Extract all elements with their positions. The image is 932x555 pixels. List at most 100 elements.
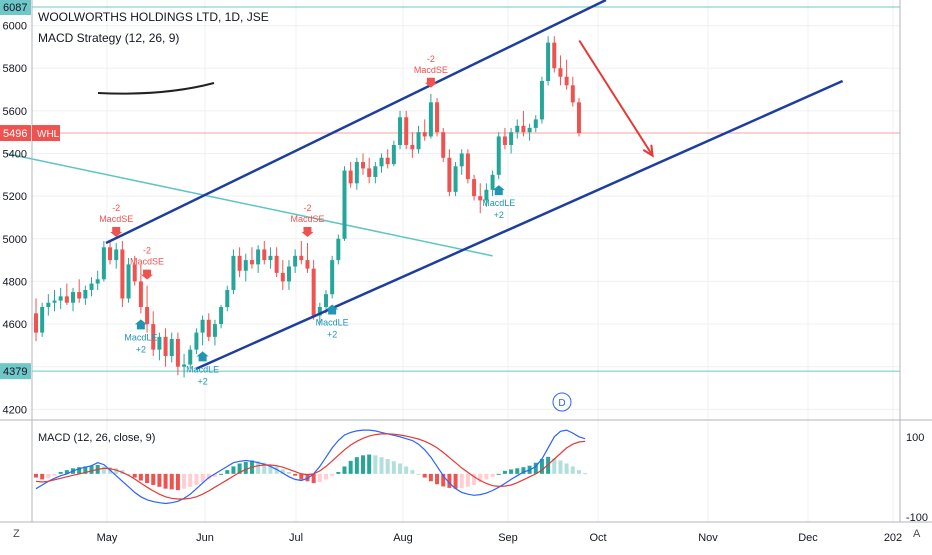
candle-body [379, 157, 384, 167]
price-tick-label: 4600 [3, 319, 27, 331]
candle-body [509, 132, 514, 145]
macd-histogram-bar [416, 473, 421, 475]
macd-histogram-bar [77, 467, 82, 474]
candle-body [502, 136, 507, 145]
teal-trendline-layer [5, 152, 493, 257]
candle-body [404, 117, 409, 145]
macd-histogram-bar [459, 473, 464, 488]
macd-pane-title[interactable]: MACD (12, 26, close, 9) [38, 432, 156, 444]
price-tick-label: 6000 [3, 21, 27, 33]
macd-histogram-bar [101, 466, 106, 474]
candle-body [441, 132, 446, 158]
price-tick-label: 5400 [3, 149, 27, 161]
dividend-marker-label: D [558, 398, 565, 409]
price-tick-label: 4800 [3, 276, 27, 288]
macd-histogram-bar [268, 464, 273, 474]
macd-histogram-bar [509, 469, 514, 474]
macd-histogram-bar [40, 473, 45, 480]
macd-histogram-bar [539, 459, 544, 474]
macd-histogram-bar [262, 462, 267, 474]
macd-histogram-bar [453, 473, 458, 489]
long-signal-label: MacdLE [482, 198, 515, 208]
time-tick-label: Jun [196, 532, 214, 544]
candle-body [256, 249, 261, 265]
candle-body [237, 255, 242, 271]
macd-histogram-bar [404, 466, 409, 474]
macd-histogram-bar [570, 466, 575, 474]
candle-body [40, 307, 45, 333]
macd-histogram-bar [336, 472, 341, 474]
macd-histogram-bar [293, 473, 298, 476]
macd-histogram-bar [422, 473, 427, 478]
candle-body [175, 338, 180, 367]
candle-body [323, 294, 328, 308]
macd-histogram-bar [305, 473, 310, 482]
macd-histogram-bar [175, 473, 180, 491]
candle-body [558, 68, 563, 77]
curve-drawing [97, 82, 215, 95]
macd-histogram-bar [145, 473, 150, 484]
macd-histogram-bar [348, 460, 353, 474]
symbol-tag-bg [32, 125, 60, 142]
candle-body [262, 249, 267, 261]
drawings [97, 82, 215, 95]
strategy-title[interactable]: MACD Strategy (12, 26, 9) [38, 31, 180, 45]
macd-histogram-bar [317, 473, 322, 482]
candle-body [496, 136, 501, 175]
short-signal-arrow [424, 77, 437, 88]
macd-histogram-bar [311, 473, 316, 484]
candle-body [398, 117, 403, 145]
candle-body [422, 132, 427, 137]
macd-histogram-bar [502, 470, 507, 474]
time-tick-label: Dec [798, 532, 818, 544]
short-signal-arrow [301, 227, 314, 238]
macd-histogram-bar [46, 473, 51, 479]
candle-body [391, 144, 396, 165]
macd-histogram-bar [206, 473, 211, 480]
candle-body [533, 119, 538, 128]
symbol-title[interactable]: WOOLWORTHS HOLDINGS LTD, 1D, JSE [38, 10, 269, 24]
timezone-button[interactable]: Z [13, 528, 20, 540]
macd-histogram-bar [194, 473, 199, 485]
candle-body [280, 272, 285, 282]
time-tick-label: 202 [884, 532, 902, 544]
level-label: 4379 [3, 366, 27, 378]
candle-body [459, 153, 464, 167]
price-labels: 6087 4379 5496 WHL [0, 0, 60, 380]
macd-line [35, 429, 586, 505]
macd-histogram-bar [428, 473, 433, 482]
dividend-layer: D [552, 392, 572, 412]
level-label: 6087 [3, 2, 27, 14]
candle-body [317, 307, 322, 316]
macd-histogram-bar [410, 470, 415, 474]
macd-histogram-bar [280, 469, 285, 474]
macd-axis-label: 100 [906, 432, 924, 444]
macd-histogram-bar [83, 466, 88, 474]
candle-body [200, 319, 205, 333]
candle-body [490, 174, 495, 190]
macd-histogram-bar [342, 466, 347, 474]
time-tick-label: Oct [589, 532, 606, 544]
candle-body [46, 302, 51, 308]
candle-body [188, 349, 193, 365]
macd-histogram-bar [219, 473, 224, 475]
long-signal-arrow [492, 185, 505, 196]
candle-body [311, 268, 316, 316]
channel-upper [105, 0, 607, 245]
candle-body [157, 336, 162, 350]
projection-arrow-head [642, 144, 654, 158]
candle-body [71, 292, 76, 303]
macd-histogram-bar [299, 473, 304, 480]
candle-body [293, 255, 298, 267]
candle-body [484, 189, 489, 201]
candle-body [305, 260, 310, 269]
long-signal-arrow [134, 319, 147, 330]
candle-body [225, 289, 230, 308]
macd-histogram-bar [576, 470, 581, 474]
macd-histogram-bar [398, 463, 403, 474]
candle-body [132, 264, 137, 282]
auto-scale-button[interactable]: A [913, 528, 921, 540]
